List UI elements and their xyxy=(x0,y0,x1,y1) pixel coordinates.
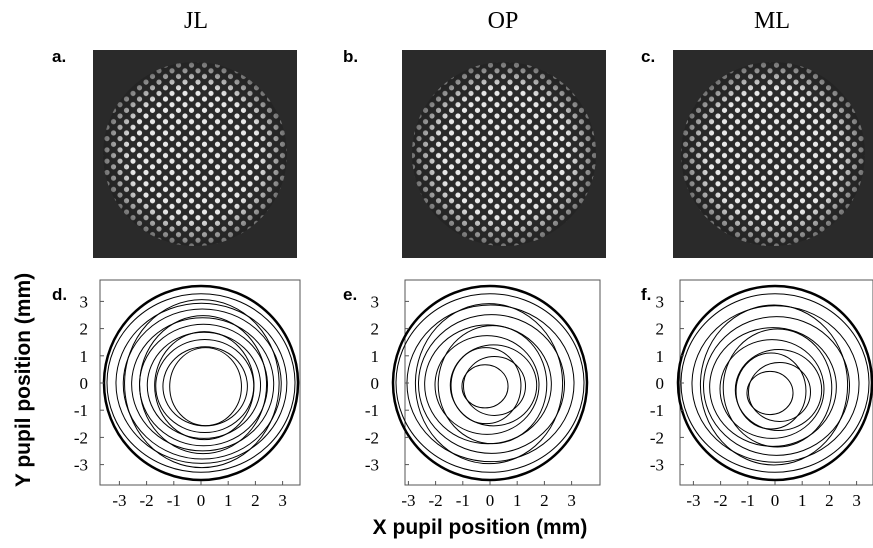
x-tick-label: 2 xyxy=(825,491,834,510)
contour-line xyxy=(406,304,575,463)
y-tick-label: 2 xyxy=(656,320,665,339)
x-tick-label: 0 xyxy=(486,491,495,510)
x-tick-label: 3 xyxy=(278,491,287,510)
x-tick-label: 0 xyxy=(197,491,206,510)
y-tick-label: -1 xyxy=(365,401,379,420)
x-tick-label: -2 xyxy=(714,491,728,510)
contour-line xyxy=(461,364,509,409)
x-tick-label: 2 xyxy=(540,491,549,510)
spot-fade xyxy=(412,62,596,246)
y-tick-label: -1 xyxy=(74,401,88,420)
x-axis-label: X pupil position (mm) xyxy=(373,516,588,539)
y-tick-label: 0 xyxy=(371,374,380,393)
contour-line xyxy=(169,347,242,427)
contour-line xyxy=(699,304,849,466)
contour-line xyxy=(691,305,860,463)
contour-line xyxy=(115,302,288,464)
y-tick-label: -3 xyxy=(74,456,88,475)
contour-line xyxy=(735,352,807,430)
y-tick-label: 0 xyxy=(80,374,89,393)
x-tick-label: 3 xyxy=(852,491,861,510)
x-tick-label: -2 xyxy=(429,491,443,510)
contour-line xyxy=(106,293,296,473)
y-tick-label: 1 xyxy=(80,347,89,366)
column-title: OP xyxy=(488,8,519,34)
contours xyxy=(106,293,296,473)
y-tick-label: 2 xyxy=(371,320,380,339)
column-title: ML xyxy=(754,8,790,34)
contour-line xyxy=(680,293,870,473)
panel-label: b. xyxy=(343,47,358,66)
contour-line xyxy=(722,328,833,448)
y-tick-label: -2 xyxy=(650,428,664,447)
x-tick-label: 1 xyxy=(798,491,807,510)
contour-line xyxy=(418,314,565,454)
contour-line xyxy=(395,293,585,473)
contour-line xyxy=(450,347,522,425)
contours xyxy=(680,293,870,473)
y-tick-label: 3 xyxy=(371,292,380,311)
panel-label: e. xyxy=(343,285,357,304)
contour-line xyxy=(414,303,564,465)
x-tick-label: -3 xyxy=(686,491,700,510)
x-tick-label: -1 xyxy=(456,491,470,510)
contour-line xyxy=(122,308,282,460)
x-tick-label: 1 xyxy=(513,491,522,510)
y-tick-label: -2 xyxy=(365,428,379,447)
contour-line xyxy=(146,331,262,439)
contour-line xyxy=(463,356,526,416)
y-tick-label: -2 xyxy=(74,428,88,447)
pupil-edge xyxy=(391,284,589,482)
y-tick-label: 3 xyxy=(656,292,665,311)
x-tick-label: 1 xyxy=(224,491,233,510)
x-tick-label: -3 xyxy=(112,491,126,510)
contour-line xyxy=(748,362,811,422)
y-tick-label: 0 xyxy=(656,374,665,393)
y-tick-label: -3 xyxy=(365,456,379,475)
x-tick-label: 3 xyxy=(567,491,576,510)
pupil-edge xyxy=(676,284,873,482)
contour-line xyxy=(155,338,255,434)
x-tick-label: 2 xyxy=(251,491,260,510)
contour-line xyxy=(162,346,248,427)
contour-line xyxy=(434,335,540,435)
panel-label: c. xyxy=(641,47,655,66)
y-axis-label: Y pupil position (mm) xyxy=(12,273,35,487)
panel-label: f. xyxy=(641,285,651,304)
x-tick-label: -2 xyxy=(140,491,154,510)
y-tick-label: 2 xyxy=(80,320,89,339)
spot-fade xyxy=(103,62,287,246)
y-tick-label: -3 xyxy=(650,456,664,475)
contour-line xyxy=(746,370,794,416)
panel-label: d. xyxy=(52,285,67,304)
contours xyxy=(395,293,585,473)
contour-line xyxy=(124,299,280,469)
contour-line xyxy=(139,323,268,447)
y-tick-label: 1 xyxy=(656,347,665,366)
x-tick-label: -1 xyxy=(167,491,181,510)
contour-line xyxy=(131,317,275,452)
contour-line xyxy=(703,316,850,456)
x-tick-label: -3 xyxy=(401,491,415,510)
plot-frame xyxy=(99,279,301,486)
contour-line xyxy=(734,349,823,431)
y-tick-label: -1 xyxy=(650,401,664,420)
y-tick-label: 3 xyxy=(80,292,89,311)
y-tick-label: 1 xyxy=(371,347,380,366)
spot-fade xyxy=(681,62,865,246)
x-tick-label: 0 xyxy=(771,491,780,510)
panel-label: a. xyxy=(52,47,66,66)
column-title: JL xyxy=(184,8,208,34)
x-tick-label: -1 xyxy=(741,491,755,510)
contour-line xyxy=(719,339,825,439)
contour-line xyxy=(449,344,538,427)
contour-line xyxy=(437,325,548,445)
